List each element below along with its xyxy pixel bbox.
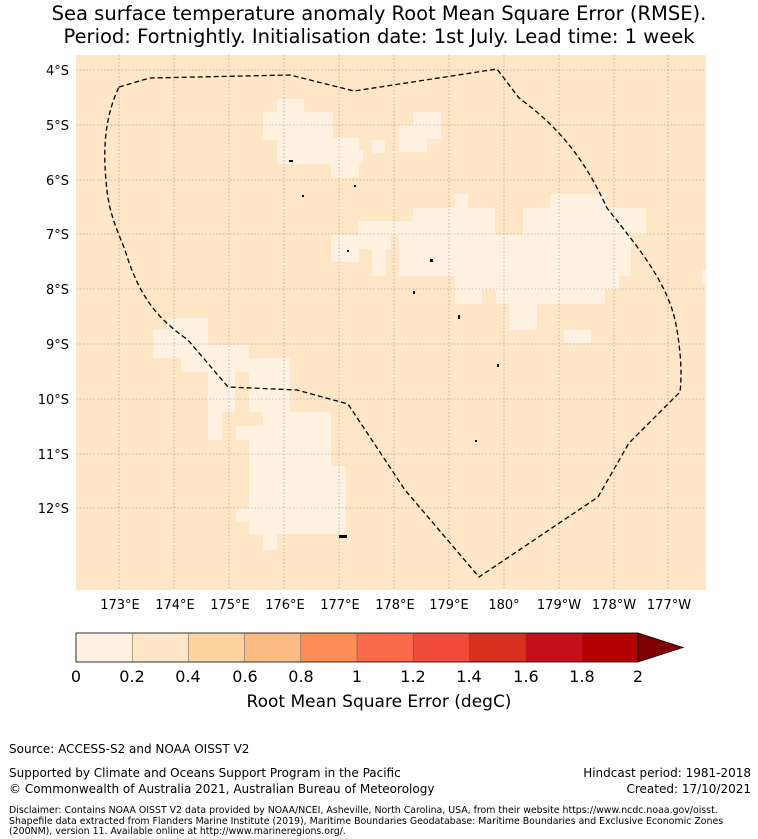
lat-label: 6°S — [46, 174, 69, 189]
longitude-labels: 173°E 174°E 175°E 176°E 177°E 178°E 179°… — [100, 598, 691, 613]
support-text: Supported by Climate and Oceans Support … — [9, 766, 401, 780]
lat-label: 8°S — [46, 283, 69, 298]
colorbar-extend-arrow — [637, 632, 685, 663]
colorbar-title: Root Mean Square Error (degC) — [246, 692, 512, 712]
latitude-labels: 4°S 5°S 6°S 7°S 8°S 9°S 10°S 11°S 12°S — [38, 64, 69, 517]
colorbar-tick: 0.8 — [288, 667, 313, 686]
colorbar-segment — [132, 633, 189, 662]
colorbar-segment — [469, 633, 527, 662]
colorbar-segment — [188, 633, 246, 662]
lon-label: 179°W — [537, 598, 581, 613]
hindcast-period: Hindcast period: 1981-2018 — [583, 766, 751, 780]
colorbar-segment — [357, 633, 414, 662]
lon-label: 178°W — [592, 598, 636, 613]
disclaimer-text: Disclaimer: Contains NOAA OISST V2 data … — [9, 805, 724, 837]
lon-label: 177°E — [320, 598, 360, 613]
colorbar-tick: 0.6 — [232, 667, 257, 686]
colorbar-tick: 1.4 — [456, 667, 481, 686]
lat-label: 5°S — [46, 119, 69, 134]
chart-title-line2: Period: Fortnightly. Initialisation date… — [63, 25, 695, 48]
colorbar-tick: 0.4 — [175, 667, 200, 686]
lon-label: 176°E — [265, 598, 305, 613]
colorbar-tick: 1.6 — [513, 667, 538, 686]
colorbar-tick: 1.2 — [400, 667, 425, 686]
lon-label: 173°E — [100, 598, 140, 613]
colorbar-segment — [525, 633, 583, 662]
lat-label: 9°S — [46, 338, 69, 353]
lon-label: 179°E — [429, 598, 469, 613]
colorbar-tick: 1 — [352, 667, 362, 686]
lon-label: 177°W — [647, 598, 691, 613]
lon-label: 178°E — [375, 598, 415, 613]
lon-label: 174°E — [155, 598, 195, 613]
lon-label: 180° — [488, 598, 519, 613]
lat-label: 4°S — [46, 64, 69, 79]
colorbar-tick-labels: 0 0.2 0.4 0.6 0.8 1 1.2 1.4 1.6 1.8 2 — [71, 667, 643, 686]
copyright-text: © Commonwealth of Australia 2021, Austra… — [9, 782, 435, 796]
colorbar-segment — [581, 633, 639, 662]
colorbar-tick: 2 — [633, 667, 643, 686]
lat-label: 10°S — [38, 393, 69, 408]
colorbar-tick: 1.8 — [569, 667, 594, 686]
low-rmse-patches — [153, 99, 706, 550]
colorbar-tick: 0.2 — [119, 667, 144, 686]
gridlines — [76, 55, 706, 590]
colorbar-tick: 0 — [71, 667, 81, 686]
lat-label: 7°S — [46, 228, 69, 243]
lat-label: 11°S — [38, 448, 69, 463]
lon-label: 175°E — [210, 598, 250, 613]
colorbar-segment — [300, 633, 358, 662]
colorbar — [75, 632, 685, 663]
islands — [289, 160, 499, 538]
colorbar-segment — [413, 633, 470, 662]
colorbar-segment — [244, 633, 302, 662]
chart-title-line1: Sea surface temperature anomaly Root Mea… — [51, 2, 707, 25]
colorbar-segment — [76, 633, 133, 662]
created-date: Created: 17/10/2021 — [626, 782, 751, 796]
source-text: Source: ACCESS-S2 and NOAA OISST V2 — [9, 742, 250, 756]
eez-boundary — [104, 68, 682, 578]
lat-label: 12°S — [38, 502, 69, 517]
